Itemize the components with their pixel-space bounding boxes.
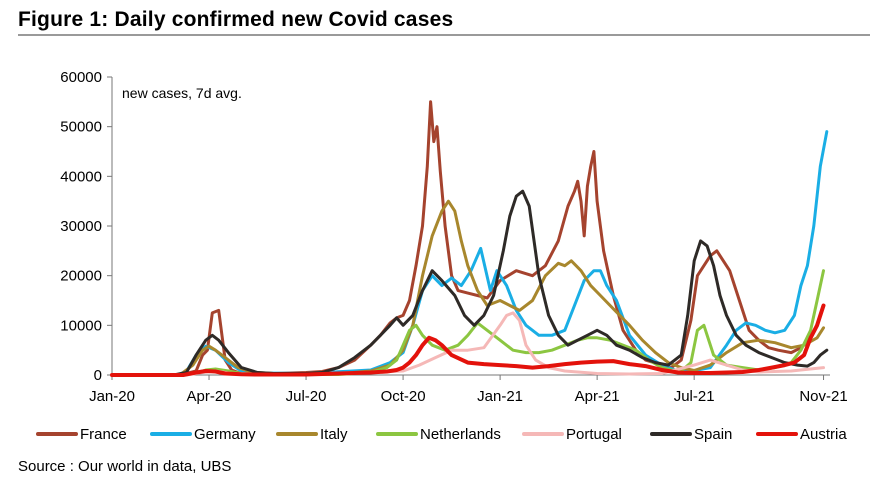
x-tick-label: Jan-20: [89, 388, 135, 405]
legend-label-spain: Spain: [694, 426, 732, 443]
legend-label-austria: Austria: [800, 426, 847, 443]
legend-label-portugal: Portugal: [566, 426, 622, 443]
x-tick-label: Nov-21: [799, 388, 847, 405]
legend-label-germany: Germany: [194, 426, 256, 443]
title-rule: [18, 34, 870, 36]
y-tick-label: 50000: [60, 119, 102, 136]
y-tick-label: 30000: [60, 218, 102, 235]
y-tick-label: 60000: [60, 69, 102, 86]
legend-label-italy: Italy: [320, 426, 348, 443]
x-tick-label: Jan-21: [477, 388, 523, 405]
series-lines: [110, 100, 829, 377]
legend-label-netherlands: Netherlands: [420, 426, 501, 443]
series-line-austria: [110, 303, 826, 377]
line-chart: 0 10000 20000 30000 40000 50000 60000 Jan-20 Apr…: [36, 69, 848, 443]
source-note: Source : Our world in data, UBS: [18, 458, 232, 475]
chart-annotation: new cases, 7d avg.: [122, 85, 242, 101]
legend-label-france: France: [80, 426, 127, 443]
y-tick-label: 0: [94, 367, 102, 384]
x-tick-label: Jul-20: [286, 388, 327, 405]
x-tick-label: Oct-20: [381, 388, 426, 405]
y-tick-label: 10000: [60, 317, 102, 334]
figure-title: Figure 1: Daily confirmed new Covid case…: [18, 8, 454, 31]
legend: France Germany Italy Netherlands Portugal Spa…: [36, 426, 847, 443]
y-tick-label: 20000: [60, 268, 102, 285]
axes: 0 10000 20000 30000 40000 50000 60000 Jan-20 Apr…: [60, 69, 847, 405]
series-line-spain: [110, 189, 829, 377]
y-tick-label: 40000: [60, 168, 102, 185]
x-tick-label: Jul-21: [674, 388, 715, 405]
x-tick-label: Apr-20: [187, 388, 232, 405]
x-tick-label: Apr-21: [575, 388, 620, 405]
series-line-portugal: [110, 311, 825, 377]
